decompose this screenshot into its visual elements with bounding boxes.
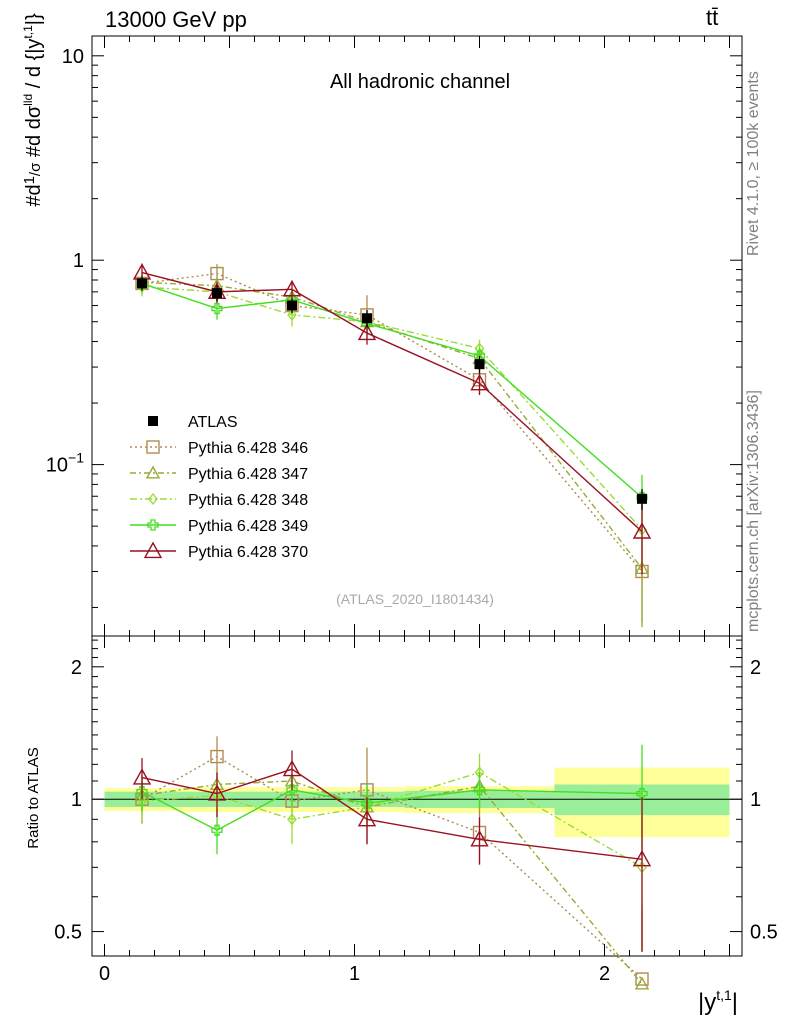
series-3-ratio-point <box>473 784 486 796</box>
atlas-point <box>637 493 647 504</box>
series-0-ratio-line <box>141 755 643 980</box>
ratio-y-label: Ratio to ATLAS <box>25 747 42 848</box>
legend-label-1: Pythia 6.428 347 <box>188 466 308 483</box>
series-0-ratio-point <box>635 972 649 986</box>
series-2-point <box>287 308 297 321</box>
ratio-y-tick-label-left: 1 <box>71 789 82 811</box>
x-tick-label: 2 <box>599 963 610 985</box>
series-4-ratio-point <box>357 809 377 827</box>
atlas-point <box>287 300 297 311</box>
legend-label-4: Pythia 6.428 370 <box>188 544 308 561</box>
header-left: 13000 GeV pp <box>105 7 247 32</box>
legend-marker-3 <box>147 519 159 531</box>
legend: ATLAS Pythia 6.428 346 Pythia 6.428 347 Pyt… <box>130 414 308 561</box>
ratio-panel-frame: 2 2 1 1 0.5 0.5 0 1 2 <box>54 624 778 985</box>
series-3-ratio-point <box>286 784 298 796</box>
main-y-axis-label: #d1/σ #d dσlld / d {|yt,1|} <box>21 13 45 207</box>
ratio-y-tick-label-right: 1 <box>750 789 761 811</box>
ratio-y-tick-label-right: 2 <box>750 657 761 679</box>
y-tick-label: 1 <box>73 250 84 272</box>
series-4-point <box>282 279 302 297</box>
series-4-line <box>141 271 643 533</box>
x-tick-label: 0 <box>99 963 110 985</box>
legend-label-0: Pythia 6.428 346 <box>188 440 308 457</box>
atlas-point <box>362 313 372 324</box>
legend-marker-0 <box>146 440 160 454</box>
series-4-ratio-point <box>282 759 302 777</box>
y-tick-label: 10 <box>62 46 84 68</box>
y-tick-label: 10−1 <box>46 450 84 477</box>
series-4-ratio-point <box>207 784 227 801</box>
series-1-ratio-line <box>141 780 643 985</box>
series-3-ratio-point <box>636 787 648 800</box>
series-3-ratio-point <box>136 786 148 798</box>
ratio-y-tick-label-left: 2 <box>71 657 82 679</box>
series-4-ratio-point <box>132 768 152 785</box>
x-tick-label: 1 <box>349 963 360 985</box>
series-3-ratio-point <box>211 824 223 836</box>
series-3-point <box>211 302 223 315</box>
chart-title: All hadronic channel <box>330 71 510 93</box>
series-2-ratio-line <box>141 771 643 868</box>
ratio-panel-series <box>132 736 652 990</box>
series-4-ratio-line <box>141 768 643 860</box>
series-1-ratio-point <box>634 976 650 990</box>
series-4-ratio-point <box>470 829 489 847</box>
ratio-y-tick-label-right: 0.5 <box>750 922 778 944</box>
atlas-point <box>137 278 147 289</box>
ratio-y-tick-label-left: 0.5 <box>54 922 82 944</box>
series-4-point <box>632 522 652 539</box>
atlas-point <box>212 288 222 299</box>
series-1-line <box>141 281 643 569</box>
x-axis-label: |yt,1| <box>698 987 738 1016</box>
analysis-tag: (ATLAS_2020_I1801434) <box>336 591 494 607</box>
series-3-point <box>473 350 486 362</box>
ratio-frame-box <box>91 635 743 957</box>
series-3-ratio-point <box>361 797 373 809</box>
svg-text:#d1/σ #d dσlld / d {|yt,1|}: #d1/σ #d dσlld / d {|yt,1|} <box>21 13 45 207</box>
legend-marker-1 <box>145 465 161 479</box>
series-0-ratio-point <box>210 749 224 764</box>
legend-marker-2 <box>148 492 158 506</box>
series-4-point <box>357 323 377 341</box>
legend-marker-4 <box>143 541 163 559</box>
legend-marker-atlas <box>148 416 158 426</box>
legend-label-atlas: ATLAS <box>188 414 238 431</box>
series-3-ratio-line <box>141 789 643 832</box>
ratio-panel-bands <box>104 767 730 838</box>
series-4-point <box>470 373 489 391</box>
header-right: tt̄ <box>706 5 719 30</box>
main-panel-frame: 10 1 10−1 <box>46 35 743 648</box>
atlas-point <box>474 359 485 370</box>
legend-label-2: Pythia 6.428 348 <box>188 492 308 509</box>
series-4-ratio-point <box>632 849 652 867</box>
legend-label-3: Pythia 6.428 349 <box>188 518 308 535</box>
main-panel-series <box>132 263 652 628</box>
series-2-ratio-point <box>287 813 297 826</box>
